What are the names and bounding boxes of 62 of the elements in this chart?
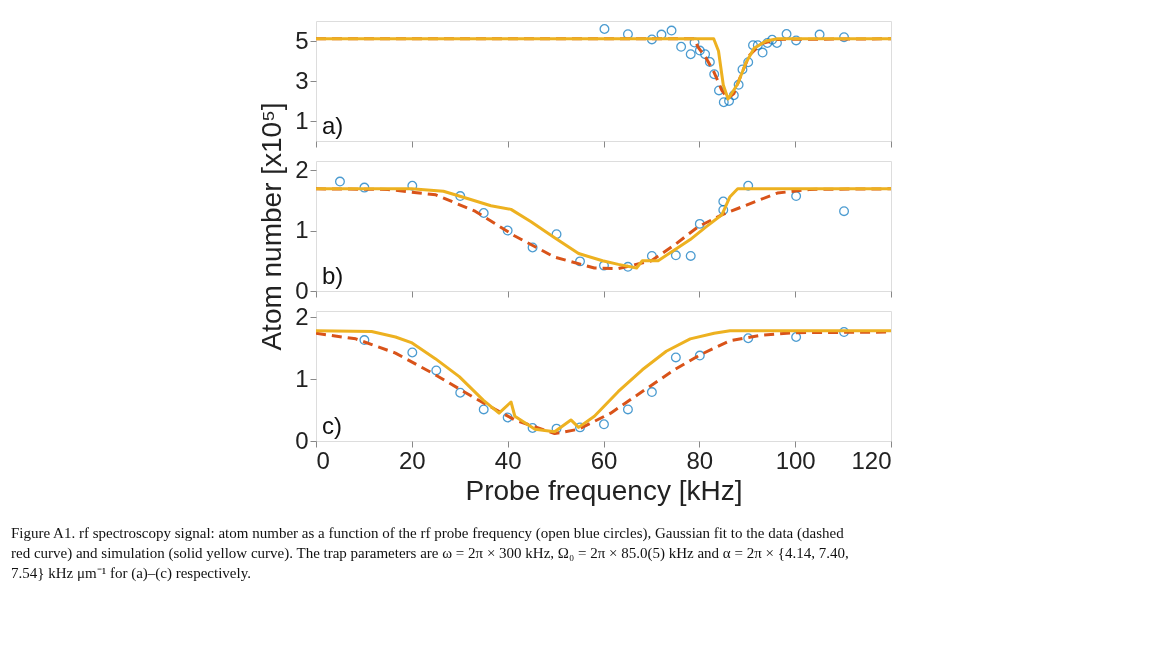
x-tick-label: 80 [686, 446, 714, 474]
point [670, 250, 681, 261]
point [781, 29, 792, 39]
point [694, 218, 705, 229]
point [334, 176, 345, 187]
y-tick-label: 1 [295, 216, 309, 244]
y-tick-label: 1 [295, 364, 309, 392]
y-tick-label: 1 [295, 106, 309, 134]
point [527, 242, 538, 253]
point [666, 25, 677, 36]
point [455, 191, 466, 202]
x-tick-label: 40 [494, 446, 522, 474]
annotation: c) [322, 412, 342, 439]
y-tick-label: 0 [295, 426, 309, 454]
point [791, 35, 802, 46]
point [685, 250, 696, 261]
point [709, 69, 720, 80]
point [407, 180, 418, 191]
point [767, 34, 778, 45]
point [752, 40, 763, 51]
point [724, 96, 735, 106]
point [646, 34, 657, 45]
point [791, 191, 802, 202]
x-tick-label: 120 [851, 446, 892, 474]
y-tick-label: 0 [295, 276, 309, 304]
y-tick-label: 2 [295, 155, 309, 183]
annotation: a) [322, 112, 344, 139]
point [743, 57, 754, 68]
point [839, 32, 850, 43]
point [676, 41, 687, 52]
point [502, 225, 513, 236]
point [575, 256, 585, 267]
point [718, 97, 729, 108]
point [762, 38, 773, 48]
y-axis-title: Atom number [x10⁵] [256, 102, 288, 351]
point [728, 90, 739, 101]
point [737, 64, 748, 75]
x-tick-label: 100 [775, 446, 816, 474]
caption: Figure A1. rf spectroscopy signal: atom number as a function of the rf probe frequency (open blue circles), Gaussian fit to the data (dashed red curve) and simulation (solid yellow curve). The trap parameters are ω = 2π × 300 kHz, Ω₀ = 2π × 85.0(5) kHz and α = 2π × {4.14, 7.40, 7.54} kHz μm⁻¹ for (a)–(c) respectively. [11, 525, 849, 582]
point [359, 182, 370, 193]
point [685, 49, 696, 60]
y-tick-label: 5 [295, 26, 309, 54]
y-tick-label: 3 [295, 66, 309, 94]
y-tick-label: 2 [295, 302, 309, 330]
point [694, 45, 705, 56]
annotation: b) [322, 262, 344, 289]
x-tick-label: 20 [398, 446, 426, 474]
point [689, 37, 700, 48]
point [704, 57, 715, 67]
point [839, 206, 850, 217]
x-axis-title: Probe frequency [kHz] [465, 474, 743, 506]
point [599, 24, 610, 34]
point [700, 49, 711, 60]
point [743, 180, 754, 191]
x-tick-label: 0 [316, 446, 330, 474]
point [757, 47, 768, 58]
point [718, 205, 729, 215]
x-tick-label: 60 [590, 446, 618, 474]
point [478, 208, 489, 218]
point [733, 79, 744, 90]
point [551, 229, 562, 240]
point [622, 261, 633, 272]
